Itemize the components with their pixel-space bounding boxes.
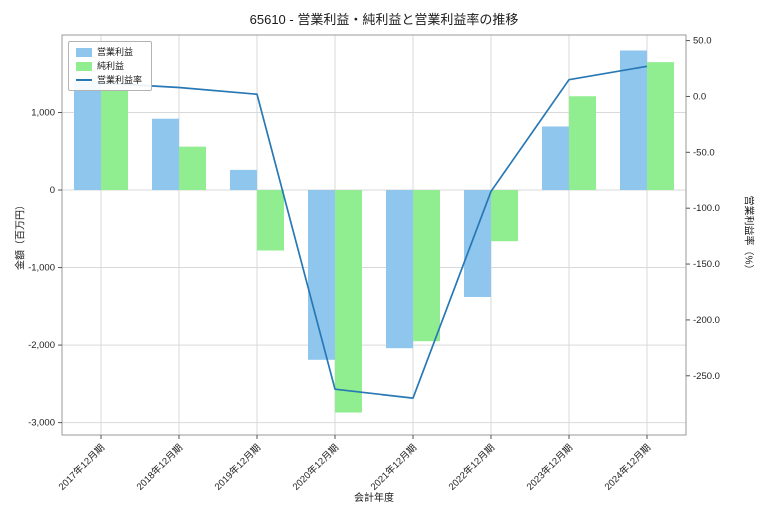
line-営業利益率: [100, 65, 648, 399]
x-tick-label: 2020年12月期: [290, 442, 341, 493]
right-tick-label: -150.0: [693, 259, 720, 270]
right-tick-label: 50.0: [693, 36, 712, 47]
left-tick-label: -3,000: [28, 418, 55, 429]
bar-純利益-2023年12月期: [569, 96, 596, 191]
left-tick-label: -2,000: [28, 340, 55, 351]
bar-営業利益-2018年12月期: [152, 118, 179, 191]
legend-swatch-operating-profit: [76, 47, 92, 57]
right-tick-label: -50.0: [693, 147, 715, 158]
x-tick-label: 2023年12月期: [524, 442, 575, 493]
left-tick-label: -1,000: [28, 263, 55, 274]
bar-営業利益-2020年12月期: [308, 190, 335, 360]
bar-営業利益-2022年12月期: [464, 190, 491, 298]
plot-border: [61, 34, 687, 436]
x-tick-label: 2017年12月期: [56, 442, 107, 493]
left-tick-label: 0: [50, 185, 55, 196]
x-tick-label: 2018年12月期: [134, 442, 185, 493]
bar-営業利益-2024年12月期: [620, 50, 647, 191]
bar-純利益-2021年12月期: [413, 190, 440, 342]
bar-営業利益-2017年12月期: [74, 81, 101, 191]
x-tick-label: 2019年12月期: [212, 442, 263, 493]
right-tick-label: -250.0: [693, 371, 720, 382]
x-tick-label: 2024年12月期: [602, 442, 653, 493]
bar-純利益-2019年12月期: [257, 190, 284, 251]
left-tick-label: 1,000: [31, 108, 55, 119]
legend-label-net-profit: 純利益: [97, 61, 125, 71]
right-tick-label: 0.0: [693, 91, 706, 102]
bar-営業利益-2019年12月期: [230, 169, 257, 191]
legend-swatch-operating-margin: [76, 79, 92, 81]
legend-label-operating-margin: 営業利益率: [97, 75, 143, 85]
bar-純利益-2020年12月期: [335, 190, 362, 413]
bar-営業利益-2021年12月期: [386, 190, 413, 349]
legend: 営業利益 純利益 営業利益率: [68, 41, 153, 91]
legend-label-operating-profit: 営業利益: [97, 47, 134, 57]
bar-純利益-2017年12月期: [101, 90, 128, 191]
right-tick-label: -200.0: [693, 315, 720, 326]
x-tick-label: 2022年12月期: [446, 442, 497, 493]
x-tick-label: 2021年12月期: [368, 442, 419, 493]
bar-純利益-2022年12月期: [491, 190, 518, 242]
bar-純利益-2018年12月期: [179, 146, 206, 191]
x-axis-label: 会計年度: [354, 493, 394, 504]
right-tick-label: -100.0: [693, 203, 720, 214]
legend-item-operating-profit: 営業利益: [76, 47, 142, 57]
bar-営業利益-2023年12月期: [542, 126, 569, 191]
legend-item-operating-margin: 営業利益率: [76, 75, 142, 85]
legend-item-net-profit: 純利益: [76, 61, 142, 71]
bar-純利益-2024年12月期: [647, 62, 674, 191]
chart-title: 65610 - 営業利益・純利益と営業利益率の推移: [249, 12, 519, 27]
legend-swatch-net-profit: [76, 61, 92, 71]
